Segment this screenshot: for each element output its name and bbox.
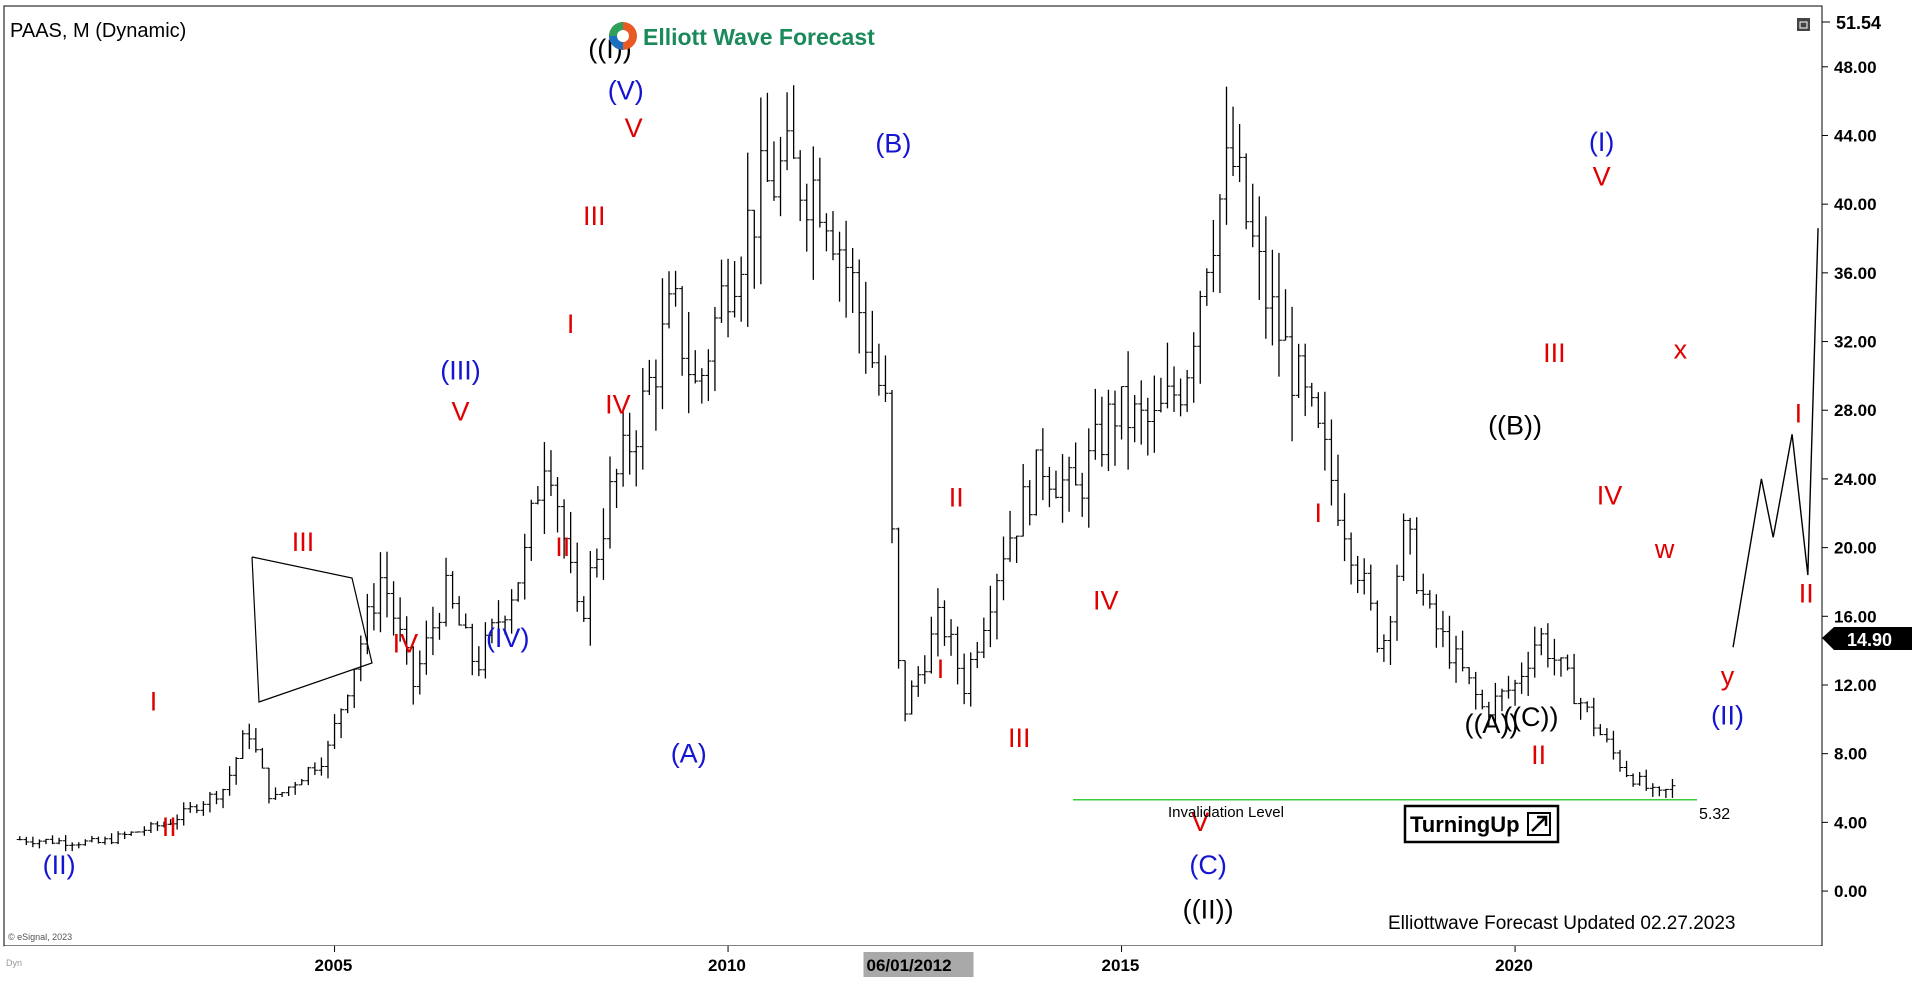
- y-tick-label: 12.00: [1834, 676, 1877, 695]
- wave-label: II: [1531, 740, 1546, 770]
- wave-label: III: [1008, 723, 1031, 753]
- wave-label: ((II)): [1183, 895, 1234, 925]
- turning-up-text: TurningUp: [1410, 812, 1520, 837]
- y-tick-label: 0.00: [1834, 882, 1867, 901]
- wave-label: IV: [605, 390, 631, 420]
- overlays: [251, 556, 1697, 801]
- wave-labels: (II)IIIIIIIV(III)V(IV)IIIIIIIVV(V)((I))(…: [43, 34, 1814, 924]
- wave-label: x: [1674, 335, 1688, 365]
- window-restore-icon[interactable]: [1797, 18, 1810, 31]
- wave-label: V: [451, 397, 469, 427]
- turning-up-badge: TurningUp: [1403, 804, 1560, 844]
- wave-label: ((B)): [1488, 410, 1542, 440]
- wave-label: II: [1799, 579, 1814, 609]
- y-tick-label: 20.00: [1834, 539, 1877, 558]
- wave-label: II: [555, 532, 570, 562]
- wave-label: I: [150, 687, 158, 717]
- wave-label: IV: [1597, 481, 1623, 511]
- crosshair-date-tag: 06/01/2012: [863, 952, 974, 977]
- wave-label: III: [292, 527, 315, 557]
- symbol-title: PAAS, M (Dynamic): [10, 20, 186, 42]
- wave-label: I: [937, 654, 945, 684]
- wave-label: (III): [440, 355, 481, 385]
- wave-label: I: [1315, 498, 1323, 528]
- time-axis: 2005 2010 2015 2020: [315, 946, 1533, 975]
- esignal-copyright: © eSignal, 2023: [8, 932, 72, 942]
- corner-text: Dyn: [6, 958, 22, 968]
- wave-label: w: [1654, 534, 1675, 564]
- y-tick-label: 16.00: [1834, 607, 1877, 626]
- crosshair-date: 06/01/2012: [867, 956, 952, 975]
- x-tick-label: 2020: [1495, 956, 1533, 975]
- wave-label: (V): [608, 75, 644, 105]
- y-tick-label: 32.00: [1834, 333, 1877, 352]
- invalidation-value: 5.32: [1699, 806, 1730, 823]
- wave-label: II: [949, 482, 964, 512]
- top-price-label: 51.54: [1836, 13, 1881, 33]
- wave-label: III: [1543, 338, 1566, 368]
- y-tick-label: 44.00: [1834, 126, 1877, 145]
- brand-logo: Elliott Wave Forecast: [609, 22, 875, 50]
- arrow-up-right-icon: [1527, 812, 1551, 836]
- wave-label: V: [625, 113, 643, 143]
- brand-text: Elliott Wave Forecast: [643, 24, 875, 50]
- y-tick-label: 40.00: [1834, 195, 1877, 214]
- wave-label: III: [583, 201, 606, 231]
- footer-updated: Elliottwave Forecast Updated 02.27.2023: [1388, 913, 1736, 934]
- wave-label: II: [162, 812, 177, 842]
- projection-path: [1732, 228, 1819, 648]
- x-tick-label: 2010: [708, 956, 746, 975]
- wave-label: (B): [875, 129, 911, 159]
- wave-label: (II): [43, 850, 76, 880]
- wave-label: (A): [671, 738, 707, 768]
- price-axis: 0.00 4.00 8.00 12.00 16.00 20.00 24.00 28.00 32.…: [1822, 58, 1877, 901]
- wave-label: ((A)): [1464, 709, 1518, 739]
- y-tick-label: 48.00: [1834, 58, 1877, 77]
- x-tick-label: 2015: [1102, 956, 1140, 975]
- invalidation-label: Invalidation Level: [1168, 804, 1284, 821]
- wave-label: V: [1593, 161, 1611, 191]
- y-tick-label: 28.00: [1834, 401, 1877, 420]
- y-tick-label: 8.00: [1834, 745, 1867, 764]
- wave-label: y: [1721, 661, 1735, 691]
- y-tick-label: 4.00: [1834, 813, 1867, 832]
- y-tick-label: 36.00: [1834, 264, 1877, 283]
- wave-label: IV: [1093, 585, 1119, 615]
- wave-label: V: [1191, 807, 1209, 837]
- wave-label: IV: [393, 628, 419, 658]
- projection-line: [1732, 228, 1819, 648]
- triangle-pattern: [251, 556, 373, 703]
- wave-label: (II): [1711, 700, 1744, 730]
- wave-label: (I): [1589, 127, 1614, 157]
- wave-label: I: [1795, 398, 1803, 428]
- wave-label: (IV): [486, 623, 530, 653]
- wave-label: ((C)): [1503, 702, 1558, 732]
- y-tick-label: 24.00: [1834, 470, 1877, 489]
- last-price-value: 14.90: [1847, 630, 1892, 650]
- wave-label: (C): [1189, 850, 1226, 880]
- price-bars: [16, 85, 1676, 852]
- x-tick-label: 2005: [315, 956, 353, 975]
- last-price-badge: 14.90: [1822, 627, 1912, 650]
- wave-label: I: [567, 309, 575, 339]
